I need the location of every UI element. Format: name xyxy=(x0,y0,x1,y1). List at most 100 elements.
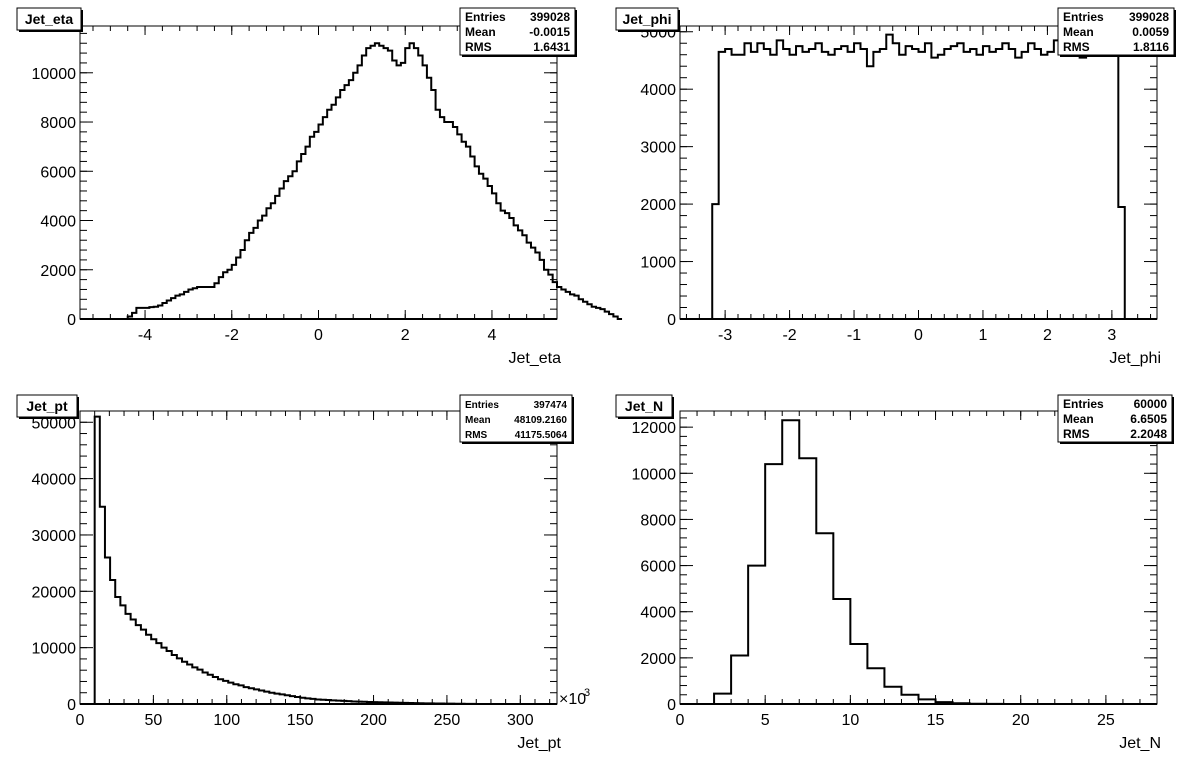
stats-box xyxy=(1057,394,1173,443)
x-tick-label: 25 xyxy=(1097,712,1115,729)
x-axis-title: Jet_N xyxy=(1119,735,1161,752)
y-tick-label: 10000 xyxy=(32,66,77,83)
histogram-line xyxy=(93,415,486,705)
stats-value: 60000 xyxy=(1134,397,1168,411)
x-tick-label: 0 xyxy=(76,712,85,729)
x-tick-label: 0 xyxy=(314,327,323,344)
stats-label: Entries xyxy=(465,10,506,24)
chart-title: Jet_eta xyxy=(25,11,73,27)
stats-label: Entries xyxy=(1063,10,1104,24)
x-tick-label: 20 xyxy=(1012,712,1030,729)
stats-label: RMS xyxy=(465,40,492,54)
stats-value: 6.6505 xyxy=(1130,412,1167,426)
chart-title: Jet_pt xyxy=(26,398,68,414)
stats-value: 399028 xyxy=(530,10,570,24)
y-tick-label: 8000 xyxy=(640,512,676,529)
x-tick-label: 1 xyxy=(979,327,988,344)
x-axis-multiplier: ×10 xyxy=(559,691,586,708)
x-tick-label: -4 xyxy=(138,327,152,344)
stats-value: 41175.5064 xyxy=(515,430,568,441)
stats-label: Entries xyxy=(1063,397,1104,411)
stats-label: RMS xyxy=(465,430,488,441)
stats-label: Mean xyxy=(465,25,496,39)
x-tick-label: 50 xyxy=(144,712,162,729)
title-box xyxy=(615,394,673,418)
y-tick-label: 30000 xyxy=(32,528,77,545)
y-tick-label: 40000 xyxy=(32,472,77,489)
y-tick-label: 2000 xyxy=(640,197,676,214)
stats-label: RMS xyxy=(1063,427,1090,441)
stats-value: 2.2048 xyxy=(1130,427,1167,441)
y-tick-label: 0 xyxy=(667,312,676,329)
x-tick-label: 4 xyxy=(488,327,497,344)
stats-box xyxy=(459,394,573,443)
x-tick-label: 150 xyxy=(287,712,314,729)
x-axis-title: Jet_phi xyxy=(1109,350,1161,367)
x-axis-title: Jet_eta xyxy=(509,350,562,367)
stats-value: 399028 xyxy=(1129,10,1169,24)
stats-box xyxy=(1057,7,1175,56)
y-tick-label: 4000 xyxy=(640,82,676,99)
x-tick-label: 0 xyxy=(676,712,685,729)
histogram-line xyxy=(680,419,1157,705)
title-box xyxy=(16,7,82,31)
y-tick-label: 6000 xyxy=(640,559,676,576)
histogram-line xyxy=(101,42,623,320)
plot-frame xyxy=(79,25,558,320)
y-tick-label: 3000 xyxy=(640,140,676,157)
y-tick-label: 2000 xyxy=(40,263,76,280)
histogram-line xyxy=(711,33,1126,319)
stats-label: Mean xyxy=(1063,25,1094,39)
stats-value: 397474 xyxy=(534,400,568,411)
x-tick-label: 5 xyxy=(761,712,770,729)
x-axis-multiplier-exponent: 3 xyxy=(584,687,590,699)
x-axis-title: Jet_pt xyxy=(517,735,561,752)
stats-label: Mean xyxy=(465,415,491,426)
y-tick-label: 1000 xyxy=(640,255,676,272)
y-tick-label: 0 xyxy=(67,697,76,714)
stats-value: 1.8116 xyxy=(1133,40,1169,54)
y-tick-label: 4000 xyxy=(640,605,676,622)
y-tick-label: 0 xyxy=(67,312,76,329)
title-box xyxy=(615,7,679,31)
panel-jet-phi: -3 -2 -1 0 1 2 3010002000300040005000Jet_phiJe… xyxy=(615,7,1176,367)
y-tick-label: 20000 xyxy=(32,584,77,601)
chart-title: Jet_phi xyxy=(622,11,671,27)
x-tick-label: 15 xyxy=(927,712,945,729)
x-tick-label: -2 xyxy=(782,327,796,344)
title-box xyxy=(16,394,78,418)
x-tick-label: 2 xyxy=(1043,327,1052,344)
x-tick-label: -1 xyxy=(847,327,861,344)
x-tick-label: 10 xyxy=(841,712,859,729)
x-tick-label: -2 xyxy=(225,327,239,344)
y-tick-label: 6000 xyxy=(40,164,76,181)
panel-jet-eta: -4 -2 0 2 4 0 2000 4000 6000 8000 10000 Jet_eta Jet_… xyxy=(16,7,623,367)
y-tick-label: 10000 xyxy=(32,641,77,658)
chart-title: Jet_N xyxy=(625,398,663,414)
x-tick-label: 0 xyxy=(914,327,923,344)
plot-frame xyxy=(679,410,1158,705)
panel-jet-pt: 0 50 100 150 200 250 300 0 10000 20000 30000 40000 5… xyxy=(16,394,590,752)
plot-frame xyxy=(679,25,1158,320)
stats-value: 48109.2160 xyxy=(514,415,567,426)
stats-value: 0.0059 xyxy=(1132,25,1169,39)
x-tick-label: 3 xyxy=(1107,327,1116,344)
stats-box xyxy=(459,7,576,56)
x-tick-label: 100 xyxy=(213,712,240,729)
x-tick-label: -3 xyxy=(718,327,732,344)
x-tick-label: 2 xyxy=(401,327,410,344)
x-tick-label: 250 xyxy=(434,712,461,729)
y-tick-label: 8000 xyxy=(40,115,76,132)
plot-frame xyxy=(79,410,558,705)
stats-value: 1.6431 xyxy=(533,40,570,54)
stats-value: -0.0015 xyxy=(529,25,570,39)
stats-label: Mean xyxy=(1063,412,1094,426)
x-tick-label: 300 xyxy=(507,712,534,729)
stats-label: Entries xyxy=(465,400,499,411)
y-tick-label: 2000 xyxy=(640,651,676,668)
y-tick-label: 4000 xyxy=(40,214,76,231)
y-tick-label: 12000 xyxy=(632,420,677,437)
y-tick-label: 50000 xyxy=(32,415,77,432)
panel-jet-n: 0 5 10 15 20 25 0 2000 4000 6000 8000 10000 12000 Jet… xyxy=(615,394,1174,752)
